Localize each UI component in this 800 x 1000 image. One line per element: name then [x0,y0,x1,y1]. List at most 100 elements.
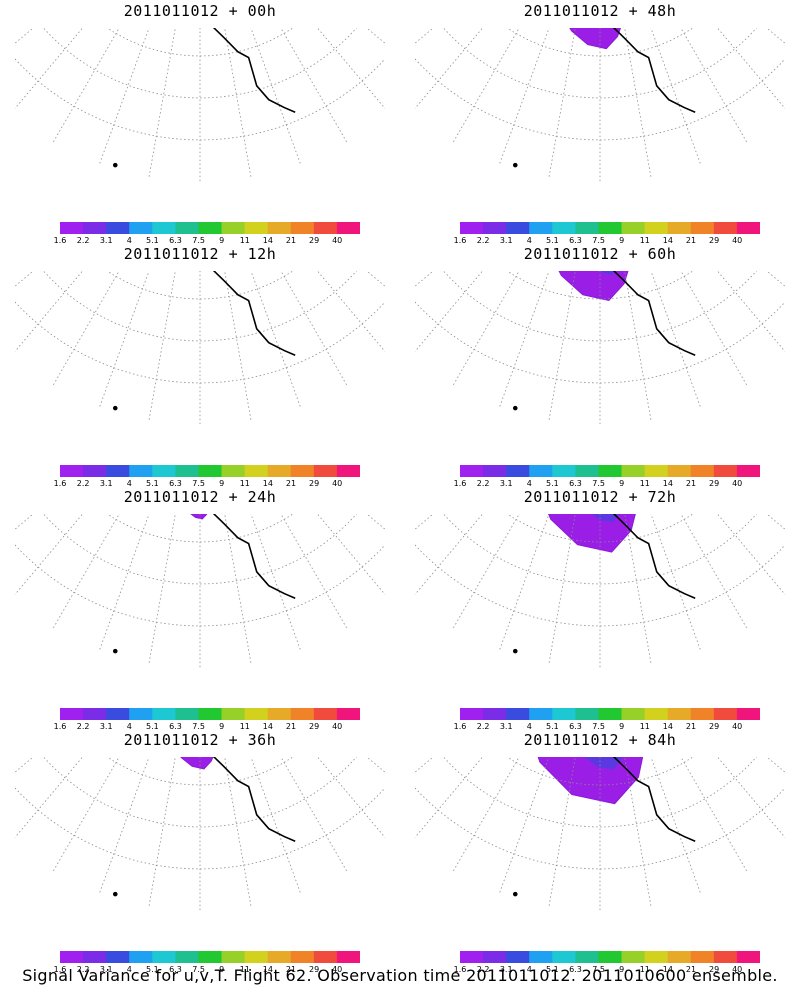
colorbar-swatch [713,222,738,234]
colorbar-swatch [552,465,576,477]
colorbar-label: 7.5 [192,965,205,974]
colorbar-label: 11 [639,236,650,245]
colorbar-swatch [83,708,107,720]
colorbar-swatch [244,708,269,720]
colorbar-labels: 1.6 2.2 3.1 4 5.1 6.3 7.5 9 11 14 21 29 40 [453,479,765,489]
colorbar-swatch [129,465,153,477]
colorbar-swatch [198,465,223,477]
colorbar-label: 14 [662,965,673,974]
colorbar-label: 14 [662,479,673,488]
colorbar-swatch [60,465,84,477]
colorbar-label: 3.1 [99,236,113,245]
colorbar-label: 21 [685,965,697,974]
colorbar-label: 4 [126,479,132,488]
colorbar-swatch [690,708,715,720]
colorbar-swatch [106,222,130,234]
graticule [415,28,785,182]
colorbar-label: 1.6 [53,965,67,974]
colorbar-swatch [83,222,107,234]
map-panel: 2011011012 + 84h 1.6 2.2 3.1 4 5.1 6.3 7.5 9 11 14… [400,729,800,974]
colorbar-label: 9 [219,479,225,488]
colorbar-label: 1.6 [53,479,67,488]
colorbar-label: 6.3 [569,722,582,731]
colorbar-label: 14 [262,722,273,731]
colorbar [60,951,360,963]
colorbar-label: 6.3 [569,236,582,245]
colorbar-swatch [552,708,576,720]
map-plot [15,28,385,182]
colorbar-label: 7.5 [592,479,605,488]
colorbar-label: 3.1 [499,236,513,245]
colorbar-swatch [290,465,315,477]
colorbar-swatch [221,708,246,720]
colorbar-swatch [460,708,484,720]
colorbar-label: 29 [709,236,720,245]
colorbar-swatch [529,951,553,963]
colorbar-swatch [529,222,553,234]
colorbar-swatch [198,222,223,234]
graticule [15,271,385,425]
coastline [512,271,696,411]
colorbar-swatch [713,465,738,477]
variance-field [551,271,636,301]
map-plot [415,28,785,182]
colorbar-label: 14 [662,236,673,245]
map-plot [415,271,785,425]
colorbar-label: 3.1 [99,479,113,488]
colorbar-label: 6.3 [169,236,182,245]
colorbar-swatch [60,951,84,963]
colorbar-swatch [175,222,199,234]
colorbar-swatch [267,465,292,477]
map-plot [15,271,385,425]
colorbar-labels: 1.6 2.2 3.1 4 5.1 6.3 7.5 9 11 14 21 29 40 [53,965,365,975]
graticule [415,271,785,425]
map-plot [15,514,385,668]
colorbar-swatch [667,465,692,477]
colorbar-labels: 1.6 2.2 3.1 4 5.1 6.3 7.5 9 11 14 21 29 40 [53,479,365,489]
coastline [512,757,696,897]
colorbar-swatch [244,222,269,234]
colorbar-swatch [290,708,315,720]
colorbar-swatch [60,708,84,720]
graticule [15,514,385,668]
colorbar-swatch [267,951,292,963]
colorbar-label: 6.3 [169,722,182,731]
colorbar-label: 21 [685,722,697,731]
colorbar-swatch [575,465,599,477]
colorbar-swatch [313,465,338,477]
colorbar-label: 29 [309,965,320,974]
colorbar-swatch [175,465,199,477]
colorbar-label: 2.2 [476,479,490,488]
graticule [15,757,385,911]
colorbar-swatch [483,465,507,477]
colorbar-swatch [506,465,530,477]
colorbar-swatch [621,465,646,477]
graticule [15,28,385,182]
colorbar-label: 21 [285,479,297,488]
colorbar-label: 9 [619,965,625,974]
colorbar-labels: 1.6 2.2 3.1 4 5.1 6.3 7.5 9 11 14 21 29 40 [54,722,365,732]
colorbar-swatch [667,708,692,720]
colorbar-swatch [598,708,623,720]
colorbar-label: 40 [732,722,743,731]
colorbar-swatch [129,951,153,963]
colorbar-swatch [483,951,507,963]
colorbar-swatch [290,222,315,234]
colorbar-labels: 1.6 2.2 3.1 4 5.1 6.3 7.5 9 11 14 21 29 40 [454,236,765,246]
colorbar-swatch [644,222,669,234]
colorbar-swatch [336,465,360,477]
colorbar-swatch [483,222,507,234]
colorbar-label: 1.6 [453,479,467,488]
colorbar-label: 5.1 [546,722,559,731]
colorbar-label: 21 [685,236,697,245]
map-panel: 2011011012 + 36h 1.6 2.2 3.1 4 5.1 6.3 7.5 9 11 14… [0,729,400,974]
panel-title: 2011011012 + 24h [123,488,277,506]
colorbar-label: 2.2 [76,236,90,245]
colorbar-label: 3.1 [99,722,113,731]
colorbar-label: 21 [285,236,297,245]
figure-caption: Signal Variance for u,v,T. Flight 62. Ob… [22,966,778,985]
colorbar-label: 29 [309,479,320,488]
colorbar-swatch [290,951,315,963]
colorbar-swatch [106,951,130,963]
map-panel: 2011011012 + 12h 1.6 2.2 3.1 4 5.1 6.3 7.5 9 11 14… [0,243,400,488]
